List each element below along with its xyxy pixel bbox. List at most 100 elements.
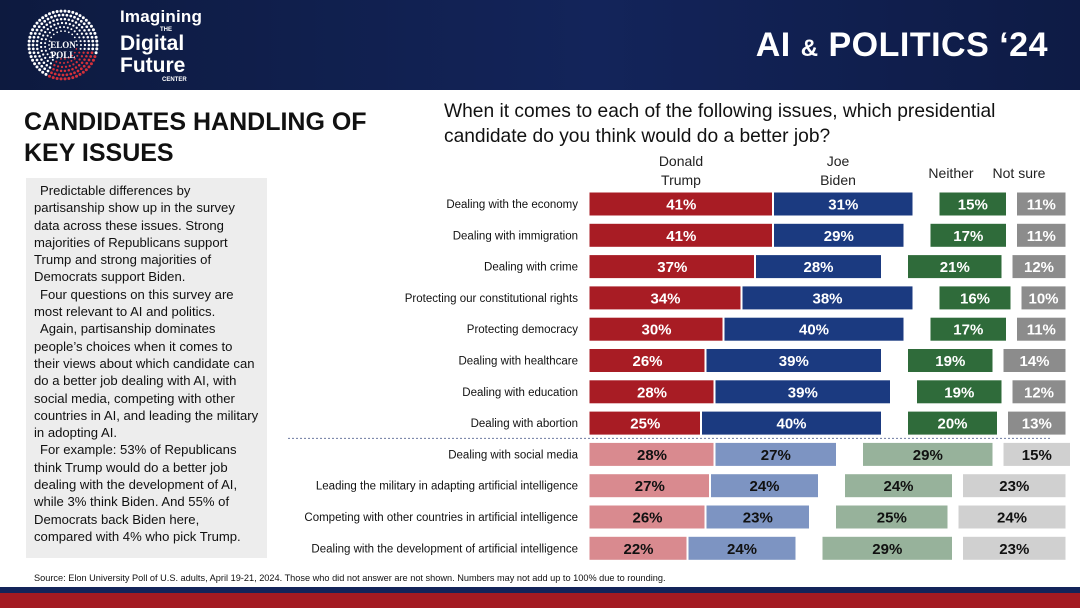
- logo-dot: [48, 40, 51, 42]
- category-label: Protecting democracy: [467, 324, 578, 336]
- bar-value-label: 39%: [788, 384, 818, 401]
- logo-dot: [71, 19, 74, 23]
- category-label: Dealing with crime: [484, 262, 578, 274]
- logo-dot: [75, 48, 78, 50]
- logo-dot: [67, 18, 71, 21]
- bar-value-label: 19%: [935, 353, 965, 370]
- bar-neither: [916, 379, 1003, 405]
- logo-dot: [91, 39, 95, 43]
- bar-neither: [907, 348, 994, 373]
- bar-value-label: 23%: [999, 478, 1029, 495]
- logo-dot: [38, 55, 41, 58]
- logo-dot: [29, 31, 33, 35]
- logo-dot: [91, 28, 95, 32]
- logo-dot: [51, 58, 54, 61]
- logo-dot: [59, 77, 63, 81]
- bar-value-label: 23%: [999, 541, 1029, 558]
- logo-dot: [87, 47, 90, 51]
- logo-dot: [55, 27, 58, 30]
- logo-dot: [67, 10, 71, 13]
- summary-paragraph: Predictable differences by partisanship …: [34, 183, 235, 285]
- bar-notsure: [1002, 441, 1071, 467]
- logo-dot: [63, 17, 67, 21]
- bar-value-label: 24%: [749, 478, 779, 495]
- logo-dot: [82, 22, 86, 26]
- logo-dot: [84, 18, 88, 22]
- bar-value-label: 22%: [623, 541, 653, 558]
- bar-value-label: 29%: [872, 541, 902, 558]
- logo-dot: [95, 47, 99, 51]
- bar-notsure: [1011, 379, 1067, 405]
- logo-dot: [37, 25, 41, 29]
- logo-dot: [65, 73, 69, 77]
- bar-notsure: [962, 473, 1067, 499]
- bar-notsure: [1020, 285, 1067, 311]
- logo-dot: [90, 51, 94, 55]
- logo-dot: [64, 30, 66, 32]
- bar-value-label: 17%: [953, 228, 983, 245]
- logo-dot: [39, 41, 43, 45]
- category-label: Dealing with education: [462, 387, 578, 399]
- bar-neither: [821, 535, 953, 561]
- logo-dot: [82, 36, 85, 39]
- logo-dot: [86, 51, 90, 54]
- bar-biden: [710, 473, 819, 499]
- logo-dot: [67, 56, 70, 59]
- logo-dot: [80, 32, 84, 35]
- logo-dot: [90, 35, 94, 39]
- logo-dot: [44, 72, 48, 76]
- logo-dot: [63, 77, 67, 81]
- bar-value-label: 21%: [940, 259, 970, 276]
- logo-dot: [91, 47, 95, 51]
- bar-biden: [714, 441, 837, 467]
- logo-dot: [31, 39, 35, 43]
- logo-dot: [94, 35, 98, 39]
- logo-dot: [48, 44, 50, 46]
- brand-line3: Future: [120, 54, 186, 77]
- logo-dot: [67, 77, 71, 80]
- bar-value-label: 29%: [824, 228, 854, 245]
- logo-dot: [80, 55, 84, 58]
- logo-dot: [40, 64, 44, 68]
- logo-dot: [68, 22, 71, 26]
- bar-trump: [588, 222, 773, 248]
- footer-navy-stripe: [0, 587, 1080, 593]
- logo-dot: [59, 9, 63, 13]
- logo-dot: [64, 58, 66, 60]
- legend-trump-line: Trump: [661, 172, 701, 188]
- category-label: Dealing with social media: [448, 449, 578, 461]
- logo-dot: [57, 73, 61, 77]
- logo-dot: [60, 30, 62, 32]
- logo-dot: [82, 64, 86, 68]
- summary-paragraph: Again, partisanship dominates people’s c…: [34, 321, 259, 441]
- logo-dot: [83, 39, 86, 43]
- logo-dot: [40, 22, 44, 26]
- bar-neither: [907, 254, 1003, 280]
- logo-dot: [57, 13, 61, 17]
- bar-value-label: 13%: [1022, 416, 1052, 433]
- bar-trump: [588, 348, 706, 373]
- logo-dot: [44, 14, 48, 18]
- bar-neither: [938, 191, 1007, 217]
- logo-dot: [56, 22, 60, 25]
- bar-notsure: [962, 535, 1067, 561]
- summary-box: Predictable differences by partisanship …: [26, 178, 267, 558]
- logo-dot: [53, 64, 56, 67]
- logo-dot: [29, 55, 33, 59]
- bar-value-label: 25%: [877, 510, 907, 527]
- logo-dot: [46, 27, 49, 31]
- logo-dot: [36, 47, 39, 51]
- logo-dot: [42, 34, 45, 37]
- bar-value-label: 24%: [883, 478, 913, 495]
- bar-trump: [588, 473, 710, 499]
- logo-dot: [60, 58, 62, 60]
- logo-dot: [76, 33, 79, 36]
- logo-dot: [55, 60, 58, 63]
- legend-neither: Neither: [928, 165, 973, 181]
- bar-value-label: 14%: [1019, 353, 1049, 370]
- category-label: Dealing with healthcare: [458, 356, 578, 368]
- bar-value-label: 40%: [799, 322, 829, 339]
- logo-dot: [27, 39, 31, 43]
- logo-dot: [80, 61, 84, 64]
- logo-dot: [89, 32, 93, 35]
